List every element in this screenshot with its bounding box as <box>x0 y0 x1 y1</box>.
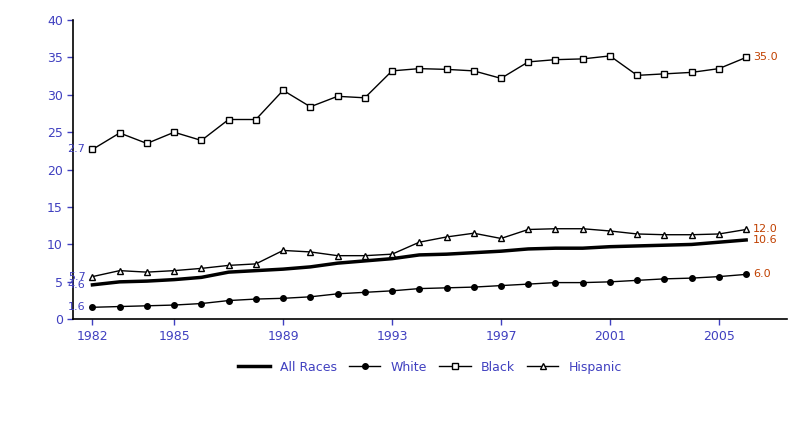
Text: 5.7: 5.7 <box>67 272 86 281</box>
Text: 6.0: 6.0 <box>753 269 771 279</box>
Text: 10.6: 10.6 <box>753 235 778 245</box>
Legend: All Races, White, Black, Hispanic: All Races, White, Black, Hispanic <box>233 356 627 379</box>
Text: 35.0: 35.0 <box>753 52 778 62</box>
Text: 1.6: 1.6 <box>68 302 86 312</box>
Text: 4.6: 4.6 <box>67 280 86 290</box>
Text: 2.7: 2.7 <box>67 145 86 154</box>
Text: 12.0: 12.0 <box>753 225 778 235</box>
